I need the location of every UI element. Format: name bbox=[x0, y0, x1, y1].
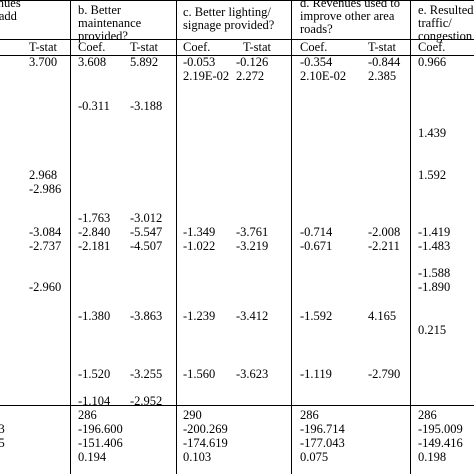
table-cell: 2.968 bbox=[29, 168, 58, 182]
coef-subheader: Coef. bbox=[300, 40, 328, 54]
table-cell: 1.439 bbox=[418, 126, 447, 140]
table-cell: -2.008 bbox=[368, 225, 401, 239]
table-cell: 2.385 bbox=[368, 69, 397, 83]
table-cell: -2.986 bbox=[29, 182, 62, 196]
coef-subheader: Coef. bbox=[418, 40, 446, 54]
table-cell: -1.022 bbox=[183, 239, 216, 253]
column-divider bbox=[176, 0, 177, 474]
table-cell: -5.547 bbox=[130, 225, 163, 239]
footer-rule bbox=[0, 405, 474, 406]
table-cell: -0.354 bbox=[300, 55, 333, 69]
tstat-subheader: T-stat bbox=[243, 40, 272, 54]
summary-stat-cell: 0.103 bbox=[183, 450, 212, 464]
summary-stat-cell: -149.416 bbox=[418, 436, 463, 450]
table-cell: -2.960 bbox=[29, 280, 62, 294]
table-cell: -2.211 bbox=[368, 239, 400, 253]
tstat-subheader: T-stat bbox=[368, 40, 397, 54]
table-cell: -1.104 bbox=[78, 394, 111, 408]
coef-subheader: Coef. bbox=[183, 40, 211, 54]
table-cell: -1.890 bbox=[418, 280, 451, 294]
summary-stat-cell: 825 bbox=[0, 436, 5, 450]
table-cell: 2.272 bbox=[236, 69, 265, 83]
table-cell: -0.844 bbox=[368, 55, 401, 69]
column-divider bbox=[70, 0, 71, 474]
table-cell: -2.790 bbox=[368, 367, 401, 381]
column-header-5: e. Resulted traffic/ congestion bbox=[418, 3, 474, 43]
summary-stat-cell: 0.198 bbox=[418, 450, 447, 464]
column-header-2: b. Better maintenance provided? bbox=[78, 3, 142, 43]
summary-stat-cell: -174.619 bbox=[183, 436, 228, 450]
table-cell: -1.592 bbox=[300, 309, 333, 323]
table-cell: 0.215 bbox=[418, 323, 447, 337]
table-cell: 2.19E-02 bbox=[183, 69, 230, 83]
tstat-subheader: T-stat bbox=[130, 40, 159, 54]
summary-stat-cell: -196.600 bbox=[78, 422, 123, 436]
column-divider bbox=[291, 0, 292, 474]
table-cell: -0.671 bbox=[300, 239, 333, 253]
table-cell: -1.520 bbox=[78, 367, 111, 381]
table-cell: -2.840 bbox=[78, 225, 111, 239]
table-cell: -1.483 bbox=[418, 239, 451, 253]
header-rule bbox=[0, 39, 474, 40]
summary-stat-cell: -177.043 bbox=[300, 436, 345, 450]
table-cell: 3.608 bbox=[78, 55, 107, 69]
summary-stat-cell: 286 bbox=[418, 408, 437, 422]
table-cell: -0.311 bbox=[78, 99, 110, 113]
table-cell: -3.219 bbox=[236, 239, 269, 253]
summary-stat-cell: -196.714 bbox=[300, 422, 345, 436]
table-cell: -3.084 bbox=[29, 225, 62, 239]
table-cell: -3.623 bbox=[236, 367, 269, 381]
column-header-4: d. Revenues used to improve other area r… bbox=[300, 0, 400, 36]
summary-stat-cell: 286 bbox=[300, 408, 319, 422]
coef-subheader: Coef. bbox=[78, 40, 106, 54]
summary-stat-cell: 0.075 bbox=[300, 450, 329, 464]
summary-stat-cell: 290 bbox=[183, 408, 202, 422]
table-cell: -3.255 bbox=[130, 367, 163, 381]
table-cell: 4.165 bbox=[368, 309, 397, 323]
summary-stat-cell: -200.269 bbox=[183, 422, 228, 436]
table-cell: -3.012 bbox=[130, 211, 163, 225]
table-cell: -0.714 bbox=[300, 225, 333, 239]
table-cell: 2.10E-02 bbox=[300, 69, 347, 83]
table-cell: -2.737 bbox=[29, 239, 62, 253]
subheader-rule bbox=[0, 55, 474, 56]
table-cell: -1.239 bbox=[183, 309, 216, 323]
table-cell: -3.863 bbox=[130, 309, 163, 323]
summary-stat-cell: -195.009 bbox=[418, 422, 463, 436]
table-cell: -3.412 bbox=[236, 309, 269, 323]
table-cell: -1.588 bbox=[418, 266, 451, 280]
table-cell: -1.560 bbox=[183, 367, 216, 381]
summary-stat-cell: 286 bbox=[78, 408, 97, 422]
column-divider bbox=[410, 0, 411, 474]
summary-stat-cell: -151.406 bbox=[78, 436, 123, 450]
table-cell: 1.592 bbox=[418, 168, 447, 182]
table-cell: -1.349 bbox=[183, 225, 216, 239]
table-cell: -3.761 bbox=[236, 225, 269, 239]
column-header-3: c. Better lighting/ signage provided? bbox=[183, 5, 275, 32]
table-cell: 3.700 bbox=[29, 55, 58, 69]
table-cell: -1.763 bbox=[78, 211, 111, 225]
table-cell: -1.380 bbox=[78, 309, 111, 323]
column-header-1: venues to add ? bbox=[0, 0, 21, 23]
summary-stat-cell: 523 bbox=[0, 422, 5, 436]
tstat-subheader: T-stat bbox=[29, 40, 58, 54]
summary-stat-cell: 0.194 bbox=[78, 450, 107, 464]
table-cell: 5.892 bbox=[130, 55, 159, 69]
table-cell: 0.966 bbox=[418, 55, 447, 69]
table-cell: -1.119 bbox=[300, 367, 332, 381]
table-cell: -2.181 bbox=[78, 239, 111, 253]
table-cell: -1.419 bbox=[418, 225, 451, 239]
top-rule bbox=[0, 0, 474, 1]
table-cell: -0.126 bbox=[236, 55, 269, 69]
table-cell: -3.188 bbox=[130, 99, 163, 113]
table-cell: -4.507 bbox=[130, 239, 163, 253]
table-cell: -0.053 bbox=[183, 55, 216, 69]
table-cell: -2.952 bbox=[130, 394, 163, 408]
